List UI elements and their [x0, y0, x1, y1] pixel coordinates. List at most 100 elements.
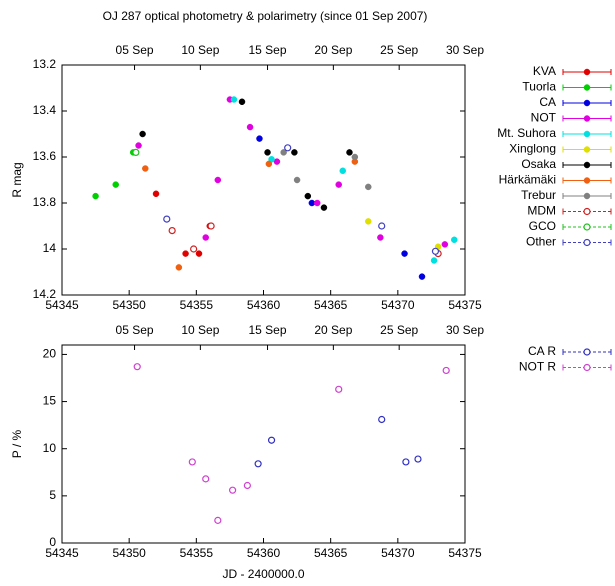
- point: [378, 415, 386, 424]
- legend-label: Other: [526, 235, 556, 249]
- y-tick-label: 15: [43, 394, 57, 408]
- y-axis-label: P / %: [10, 429, 24, 458]
- point: [313, 199, 321, 207]
- point: [135, 142, 142, 149]
- legend-label: Trebur: [521, 188, 556, 202]
- point: [267, 436, 276, 444]
- legend-marker: [583, 146, 591, 153]
- x-tick-label: 54355: [180, 298, 214, 312]
- x-tick-label: 54345: [45, 546, 79, 560]
- point: [163, 215, 171, 223]
- point: [168, 227, 176, 235]
- legend-label: NOT: [531, 111, 557, 125]
- x-tick-label: 54370: [381, 298, 415, 312]
- x2-tick-label: 15 Sep: [249, 43, 287, 57]
- legend-label: Tuorla: [522, 80, 556, 94]
- point: [365, 183, 372, 191]
- point: [414, 455, 422, 463]
- legend-label: KVA: [533, 64, 556, 78]
- legend-marker: [583, 363, 591, 372]
- point: [431, 247, 440, 255]
- point: [139, 130, 146, 138]
- point: [190, 245, 198, 253]
- point: [442, 366, 450, 375]
- x-tick-label: 54370: [381, 546, 415, 560]
- point: [377, 234, 384, 241]
- point: [304, 192, 312, 200]
- legend-marker: [583, 115, 591, 122]
- y-tick-label: 5: [49, 488, 56, 502]
- plot-frame: [61, 344, 466, 544]
- legend-marker: [583, 130, 591, 138]
- x-tick-label: 54365: [314, 298, 348, 312]
- point: [335, 385, 343, 393]
- point: [214, 516, 222, 524]
- legend-marker: [583, 68, 591, 76]
- y-tick-label: 14: [43, 241, 57, 255]
- y-tick-label: 13.8: [33, 195, 57, 209]
- point: [284, 144, 292, 152]
- x-tick-label: 54375: [448, 546, 482, 560]
- legend-label: Mt. Suhora: [497, 126, 556, 140]
- x2-tick-label: 05 Sep: [116, 43, 154, 57]
- legend-label: NOT R: [519, 360, 556, 374]
- point: [202, 475, 210, 483]
- y-tick-label: 13.2: [33, 57, 57, 71]
- x2-tick-label: 15 Sep: [249, 323, 287, 337]
- y-tick-label: 14.2: [33, 287, 57, 301]
- legend-label: Xinglong: [509, 142, 556, 156]
- point: [451, 236, 458, 244]
- point: [152, 190, 160, 198]
- point: [214, 176, 222, 184]
- point: [401, 250, 408, 257]
- point: [175, 264, 183, 271]
- legend-label: CA: [539, 95, 556, 109]
- x-tick-label: 54350: [112, 546, 146, 560]
- x2-tick-label: 10 Sep: [181, 323, 219, 337]
- point: [243, 481, 251, 490]
- point: [351, 153, 359, 161]
- point: [291, 149, 298, 156]
- x-tick-label: 54345: [45, 298, 79, 312]
- legend-marker: [583, 207, 591, 216]
- x-tick-label: 54375: [448, 298, 482, 312]
- x-tick-label: 54360: [247, 546, 281, 560]
- chart-title: OJ 287 optical photometry & polarimetry …: [103, 9, 428, 23]
- x2-tick-label: 25 Sep: [380, 323, 418, 337]
- legend-label: Härkämäki: [499, 173, 556, 187]
- point: [365, 218, 372, 225]
- x2-tick-label: 20 Sep: [314, 323, 352, 337]
- point: [132, 148, 140, 156]
- x-tick-label: 54365: [314, 546, 348, 560]
- point: [308, 199, 316, 207]
- plot-frame: [61, 64, 466, 296]
- point: [188, 458, 196, 466]
- legend-label: MDM: [527, 204, 556, 218]
- point: [430, 257, 438, 264]
- legend-marker: [583, 99, 591, 107]
- point: [92, 192, 99, 200]
- point: [265, 160, 273, 168]
- y-tick-label: 13.6: [33, 149, 57, 163]
- point: [182, 250, 189, 257]
- y-tick-label: 0: [49, 535, 56, 549]
- point: [339, 167, 347, 175]
- point: [418, 273, 426, 280]
- legend-label: GCO: [529, 219, 556, 233]
- point: [112, 181, 119, 188]
- point: [378, 222, 386, 230]
- y-tick-label: 13.4: [33, 103, 57, 117]
- point: [229, 486, 237, 494]
- point: [207, 222, 215, 230]
- legend-marker: [583, 161, 591, 169]
- y-tick-label: 10: [43, 441, 57, 455]
- point: [441, 241, 449, 248]
- legend-label: Osaka: [521, 157, 556, 171]
- point: [142, 165, 149, 172]
- point: [320, 204, 328, 211]
- x2-tick-label: 30 Sep: [446, 43, 484, 57]
- y-tick-label: 20: [43, 347, 57, 361]
- point: [402, 458, 410, 466]
- point: [264, 149, 271, 156]
